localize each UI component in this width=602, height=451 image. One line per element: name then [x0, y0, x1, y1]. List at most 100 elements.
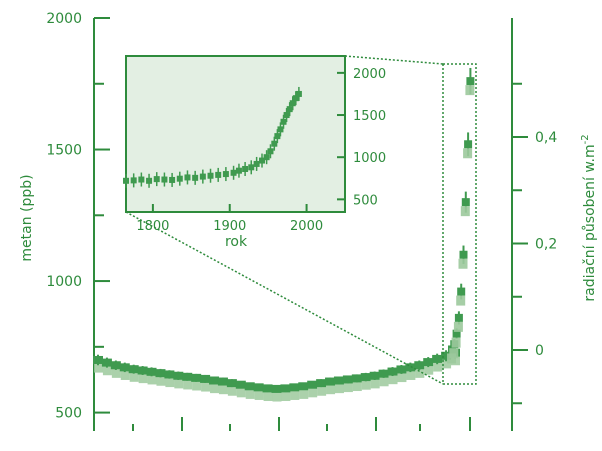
- inset-data-point: [153, 176, 160, 183]
- inset-data-point: [295, 90, 302, 97]
- data-point-recent-light: [456, 295, 466, 306]
- data-point-light: [102, 365, 112, 376]
- data-point-light: [218, 384, 228, 395]
- y-axis-title-right-main: radiační působení w.m: [582, 144, 598, 301]
- inset-x-tick-label: 1800: [136, 219, 169, 234]
- data-point: [432, 354, 443, 363]
- y-left-tick-label: 500: [55, 406, 82, 422]
- data-point-light: [406, 369, 416, 380]
- data-point: [191, 373, 202, 382]
- data-point-light: [156, 375, 166, 386]
- data-point: [155, 369, 166, 378]
- data-point-recent-light: [465, 85, 475, 96]
- data-point: [271, 384, 282, 393]
- inset-data-point: [289, 100, 296, 107]
- data-point: [441, 351, 452, 360]
- data-point-recent-light: [460, 206, 470, 217]
- data-point-recent: [459, 250, 468, 259]
- inset-data-point: [248, 164, 255, 171]
- data-point-light: [183, 379, 193, 390]
- data-point-light: [317, 385, 327, 396]
- data-point-light: [397, 372, 407, 383]
- inset-data-point: [215, 171, 222, 178]
- data-point: [325, 377, 336, 386]
- data-point: [209, 376, 220, 385]
- y-axis-title-left: metan (ppb): [19, 174, 35, 261]
- data-point: [307, 380, 318, 389]
- inset-data-point: [271, 140, 278, 147]
- data-point-recent: [457, 287, 466, 296]
- data-point: [164, 370, 175, 379]
- zoom-line-bottom: [125, 211, 444, 385]
- data-point-light: [290, 389, 300, 400]
- data-point: [280, 384, 291, 393]
- inset-data-point: [169, 176, 176, 183]
- data-point: [146, 367, 157, 376]
- inset-data-point: [267, 148, 274, 155]
- inset-plot-area: [125, 55, 346, 213]
- data-point: [298, 382, 309, 391]
- data-point: [173, 371, 184, 380]
- data-point-recent: [464, 140, 473, 149]
- data-point: [414, 361, 425, 370]
- data-point-recent-light: [453, 321, 463, 332]
- main-series-group: [93, 67, 475, 402]
- data-point-light: [254, 389, 264, 400]
- data-point: [128, 365, 139, 374]
- inset-ticks: 1800 1900 2000 500 1000 1500 2000: [136, 67, 386, 234]
- data-point-light: [343, 382, 353, 393]
- data-point-light: [147, 374, 157, 385]
- inset-data-point: [161, 176, 168, 183]
- data-point-recent-light: [463, 148, 473, 159]
- data-point-light: [201, 381, 211, 392]
- inset-data-point: [292, 95, 299, 102]
- inset-data-point: [138, 176, 145, 183]
- y-left-tick-label: 2000: [46, 11, 82, 27]
- data-point-light: [120, 369, 130, 380]
- data-point-light: [174, 378, 184, 389]
- data-point-light: [415, 367, 425, 378]
- y-axis-title-right: radiační působení w.m-2: [580, 134, 598, 301]
- data-point: [235, 380, 246, 389]
- data-point-recent: [452, 329, 461, 338]
- data-point-light: [111, 367, 121, 378]
- data-point: [93, 355, 103, 364]
- inset-y-tick-label: 1500: [353, 109, 386, 124]
- inset-data-point: [230, 169, 237, 176]
- data-point: [396, 365, 407, 374]
- data-point: [369, 371, 380, 380]
- data-point: [217, 377, 228, 386]
- data-point-light: [308, 387, 318, 398]
- recent-highlight-box: [442, 63, 477, 385]
- data-point: [351, 374, 362, 383]
- data-point-recent-light: [447, 353, 456, 364]
- inset-data-point: [253, 160, 260, 167]
- y-axis-title-right-sup: -2: [580, 134, 591, 144]
- inset-y-tick-label: 500: [353, 193, 378, 208]
- data-point-light: [165, 377, 175, 388]
- data-point-light: [326, 384, 336, 395]
- data-point-light: [352, 381, 362, 392]
- data-point-recent-light: [458, 258, 468, 269]
- x-axis-ticks: [132, 417, 471, 431]
- data-point-light: [245, 388, 255, 399]
- data-point: [182, 372, 193, 381]
- inset-series: [123, 86, 302, 188]
- data-point-light: [379, 376, 389, 387]
- data-point-light: [210, 383, 220, 394]
- data-point: [119, 363, 130, 372]
- inset-data-point: [277, 126, 284, 133]
- data-point: [342, 375, 353, 384]
- data-point: [244, 382, 255, 391]
- data-point-light: [433, 361, 443, 372]
- inset-data-point: [199, 173, 206, 180]
- data-point-light: [370, 378, 380, 389]
- inset-x-axis-title: rok: [225, 234, 248, 250]
- data-point: [378, 369, 389, 378]
- data-point: [137, 366, 148, 375]
- data-point: [316, 379, 327, 388]
- inset-data-point: [192, 174, 199, 181]
- inset-data-point: [184, 174, 191, 181]
- data-point: [253, 383, 264, 392]
- data-point: [289, 383, 300, 392]
